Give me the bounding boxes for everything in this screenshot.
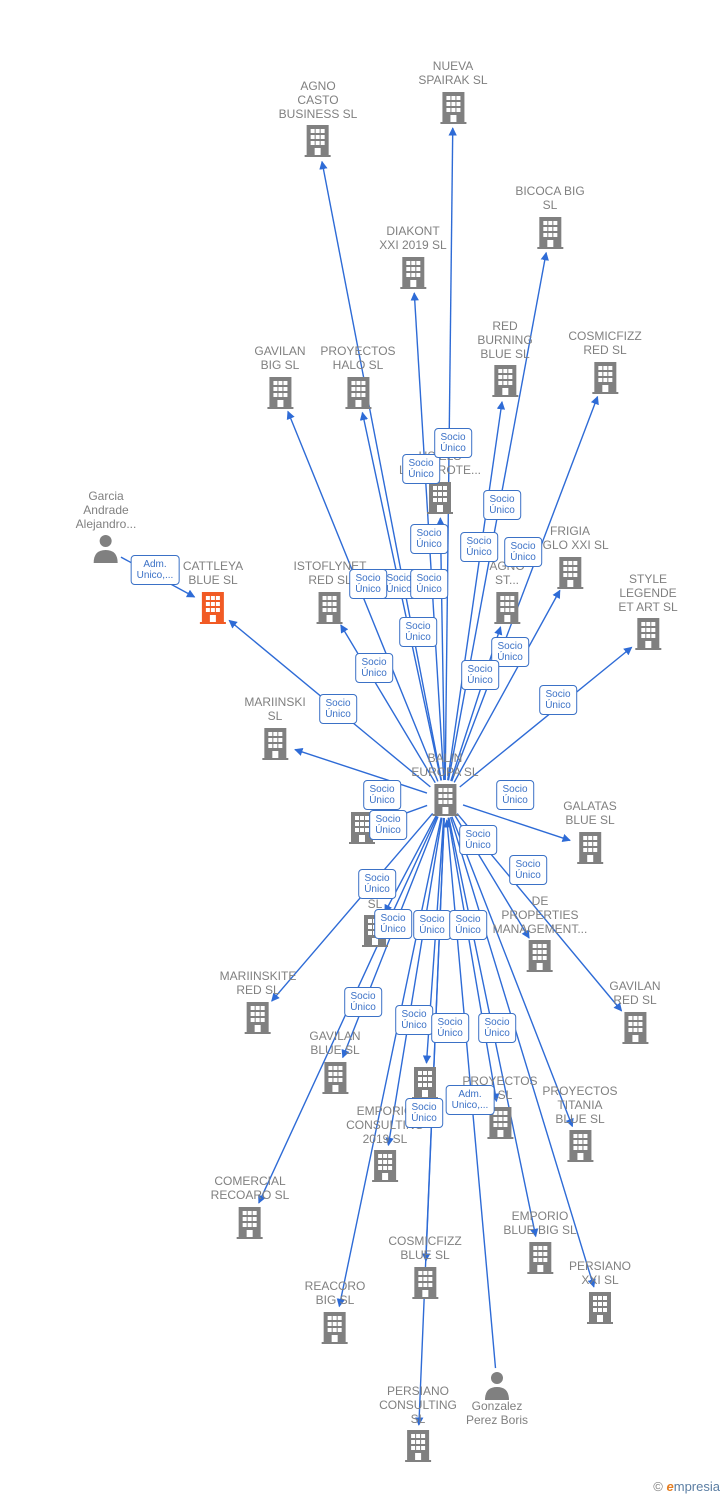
edge bbox=[288, 411, 438, 781]
brand-rest: mpresia bbox=[674, 1479, 720, 1494]
network-canvas bbox=[0, 0, 728, 1500]
edge bbox=[454, 590, 560, 782]
copyright: © empresia bbox=[653, 1479, 720, 1494]
edge bbox=[448, 402, 502, 780]
edge bbox=[388, 818, 442, 1146]
edge bbox=[121, 557, 195, 597]
edge bbox=[445, 128, 453, 780]
edge bbox=[343, 817, 438, 1058]
edge bbox=[460, 647, 632, 787]
edge bbox=[449, 818, 536, 1237]
edge bbox=[452, 397, 598, 782]
edge bbox=[362, 413, 441, 781]
edge bbox=[382, 805, 427, 821]
edge bbox=[448, 253, 546, 781]
edge bbox=[448, 818, 496, 1102]
brand-first-letter: e bbox=[667, 1479, 674, 1494]
edge bbox=[414, 293, 444, 780]
edge bbox=[463, 805, 570, 840]
edge bbox=[295, 750, 427, 793]
edge bbox=[322, 162, 441, 781]
edge bbox=[229, 620, 430, 786]
edge bbox=[341, 625, 435, 783]
edge bbox=[447, 820, 496, 1368]
edge bbox=[451, 817, 594, 1287]
copyright-symbol: © bbox=[653, 1479, 663, 1494]
edge bbox=[457, 814, 621, 1011]
